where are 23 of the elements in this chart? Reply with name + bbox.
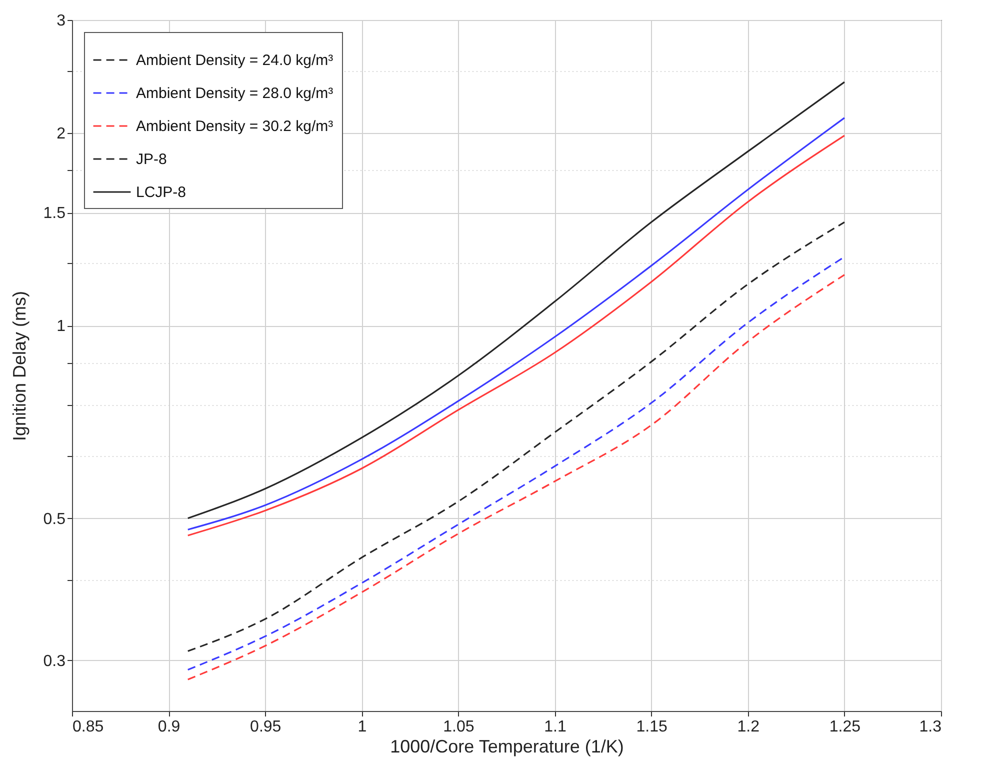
- y-tick-label: 1.5: [43, 205, 66, 222]
- x-tick-label: 1.25: [829, 718, 861, 736]
- x-tick-label: 1.15: [636, 718, 668, 736]
- y-tick-label: 0.3: [43, 652, 66, 670]
- y-tick-label: 2: [56, 125, 66, 142]
- x-tick-label: 1.3: [919, 718, 942, 736]
- x-tick-label: 1.1: [544, 718, 566, 736]
- x-tick-label: 1.05: [443, 718, 474, 736]
- y-tick-label: 0.5: [43, 510, 66, 528]
- x-tick-label: 0.95: [250, 718, 282, 736]
- y-tick-label: 3: [56, 12, 66, 30]
- legend-label: Ambient Density = 28.0 kg/m³: [136, 85, 334, 102]
- x-tick-label: 1: [358, 718, 367, 736]
- x-tick-label: 0.85: [72, 718, 104, 736]
- legend-label: LCJP-8: [136, 184, 186, 201]
- y-tick-label: 1: [56, 318, 66, 335]
- x-axis-title: 1000/Core Temperature (1/K): [390, 736, 624, 756]
- legend-label: JP-8: [136, 151, 167, 168]
- y-axis-title: Ignition Delay (ms): [9, 290, 30, 442]
- x-tick-label: 1.2: [737, 718, 760, 736]
- legend-label: Ambient Density = 30.2 kg/m³: [136, 118, 334, 135]
- legend-label: Ambient Density = 24.0 kg/m³: [136, 52, 334, 69]
- x-tick-label: 0.9: [158, 718, 180, 736]
